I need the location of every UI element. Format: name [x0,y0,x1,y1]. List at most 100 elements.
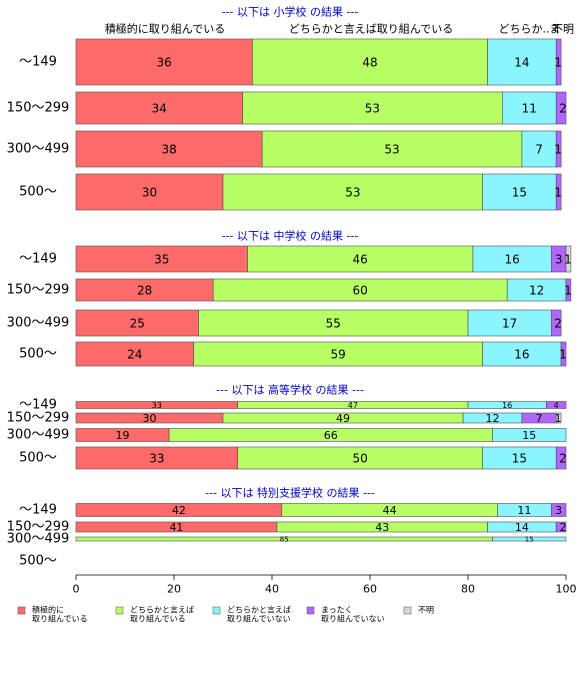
bar-segment [75,309,199,337]
bar-segment [75,341,194,367]
bar-value-label: 46 [353,253,368,267]
bar-value-label: 1 [554,143,562,157]
bar-value-label: 2 [559,102,567,116]
bar-segment [492,428,567,442]
bar-value-label: 30 [143,412,157,425]
bar-value-label: 66 [324,429,338,442]
row-label: 〜149 [19,55,57,70]
bar-value-label: 16 [502,401,512,410]
bar-segment [482,173,557,211]
row-label: 500〜 [19,185,57,200]
bar-value-label: 15 [512,186,527,200]
bar-segment [555,91,567,125]
x-tick-label: 100 [556,583,577,596]
bar-value-label: 15 [512,452,527,466]
bar-segment [501,91,557,125]
bar-value-label: 12 [486,412,500,425]
bar-segment [555,173,562,211]
bar-segment [565,278,572,302]
bar-segment [555,412,562,424]
bar-value-label: 2 [554,317,562,331]
x-tick-label: 0 [73,583,80,596]
x-tick-label: 60 [363,583,377,596]
row-label: 〜149 [19,398,57,413]
bar-value-label: 53 [384,143,399,157]
bar-segment [555,38,562,86]
x-tick-label: 40 [265,583,279,596]
bar-segment [198,309,469,337]
bar-value-label: 11 [517,504,531,517]
column-header-1: どちらかと言えば取り組んでいる [289,23,453,36]
bar-segment [550,309,562,337]
bar-value-label: 25 [130,317,145,331]
bar-segment [261,130,523,168]
section-title: --- 以下は 高等学校 の結果 --- [216,383,364,397]
x-tick-label: 20 [167,583,181,596]
bar-segment [75,130,263,168]
bar-segment [193,341,484,367]
bar-value-label: 1 [564,253,572,267]
bar-segment [472,245,552,273]
bar-segment [482,341,562,367]
row-label: 300〜499 [7,428,70,443]
legend-swatch [403,606,412,615]
bar-segment [467,309,552,337]
bar-segment [550,503,567,517]
bar-value-label: 33 [149,452,164,466]
row-label: 〜149 [19,252,57,267]
legend-label: どちらかと言えば [130,605,194,615]
bar-value-label: 1 [554,56,562,70]
row-label: 150〜299 [7,411,70,426]
legend-swatch [17,606,26,615]
legend-label-line2: 取り組んでいない [227,614,291,624]
column-header-3: ま [550,23,561,36]
bar-value-label: 11 [522,102,537,116]
legend-swatch [115,606,124,615]
bar-value-label: 42 [172,504,186,517]
section-title: --- 以下は 中学校 の結果 --- [222,229,359,243]
legend-label-line2: 取り組んでいない [321,614,385,624]
bar-segment [222,173,484,211]
bar-segment [75,91,243,125]
bar-value-label: 7 [536,412,543,425]
bar-value-label: 85 [280,536,289,544]
x-tick-label: 80 [461,583,475,596]
column-header-4: 不明 [552,23,574,36]
legend-label: 積極的に [32,605,64,615]
section-title: --- 以下は 特別支援学校 の結果 --- [205,486,375,500]
bar-value-label: 1 [554,186,562,200]
bar-value-label: 34 [152,102,167,116]
row-label: 150〜299 [7,283,70,298]
bar-value-label: 33 [152,401,162,410]
bar-value-label: 53 [365,102,380,116]
row-label: 500〜 [19,451,57,466]
bar-value-label: 1 [555,412,562,425]
row-label: 500〜 [19,554,57,569]
bar-segment [252,38,488,86]
bar-value-label: 3 [555,504,562,517]
bar-segment [521,130,557,168]
bar-segment [555,130,562,168]
legend-swatch [212,606,221,615]
bar-value-label: 14 [515,521,529,534]
bar-value-label: 12 [529,284,544,298]
bar-value-label: 53 [345,186,360,200]
bar-value-label: 60 [353,284,368,298]
row-label: 150〜299 [7,101,70,116]
bar-value-label: 50 [353,452,368,466]
row-label: 500〜 [19,347,57,362]
bar-value-label: 24 [127,348,142,362]
bar-value-label: 47 [348,401,358,410]
bar-value-label: 19 [116,429,130,442]
bar-segment [247,245,474,273]
row-label: 300〜499 [7,142,70,157]
bar-segment [565,245,572,273]
bar-value-label: 49 [336,412,350,425]
bar-value-label: 15 [522,429,536,442]
bar-value-label: 2 [559,452,567,466]
legend-swatch [306,606,315,615]
row-label: 300〜499 [7,316,70,331]
row-label: 300〜499 [7,532,70,547]
bar-segment [75,245,248,273]
